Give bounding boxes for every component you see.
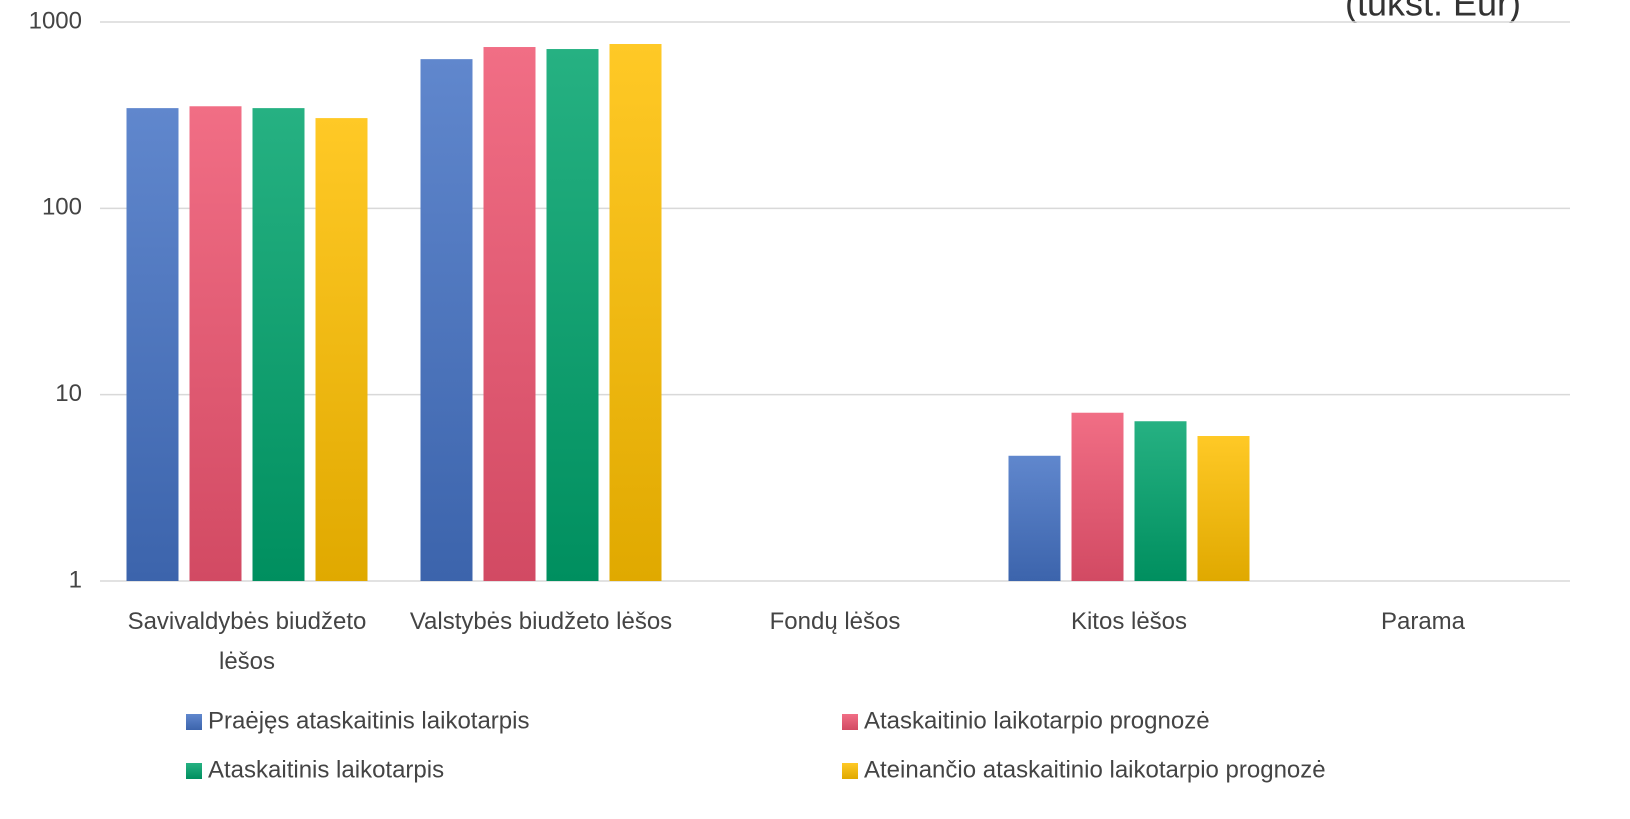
bar xyxy=(1008,455,1061,581)
legend-label: Praėjęs ataskaitinis laikotarpis xyxy=(208,707,529,734)
bar xyxy=(126,108,179,582)
legend-swatch xyxy=(186,714,202,730)
bar xyxy=(315,118,368,581)
y-tick-label: 10 xyxy=(55,380,82,407)
y-tick-label: 100 xyxy=(42,194,82,221)
x-tick-label: Valstybės biudžeto lėšos xyxy=(409,608,673,635)
legend-label: Ataskaitinio laikotarpio prognozė xyxy=(864,707,1210,734)
legend-swatch xyxy=(842,763,858,779)
x-tick-label: Parama xyxy=(1380,608,1466,635)
bar xyxy=(1071,412,1124,581)
bar xyxy=(483,47,536,582)
bar xyxy=(546,49,599,581)
legend-label: Ataskaitinis laikotarpis xyxy=(208,756,444,783)
legend-swatch xyxy=(186,763,202,779)
x-tick-label: Kitos lėšos xyxy=(1070,608,1188,635)
bar xyxy=(1197,436,1250,581)
legend-label: Ateinančio ataskaitinio laikotarpio prog… xyxy=(864,756,1326,783)
bar xyxy=(609,43,662,581)
x-tick-label: Fondų lėšos xyxy=(769,608,901,635)
bar xyxy=(1134,421,1187,581)
legend-swatch xyxy=(842,714,858,730)
x-tick-label: Savivaldybės biudžeto lėšos xyxy=(127,608,367,675)
unit-annotation: (tūkst. Eur) xyxy=(1345,0,1521,24)
bar xyxy=(189,106,242,581)
y-tick-label: 1 xyxy=(69,566,82,593)
bar xyxy=(420,59,473,581)
bar xyxy=(252,108,305,582)
y-tick-label: 1000 xyxy=(29,7,82,34)
